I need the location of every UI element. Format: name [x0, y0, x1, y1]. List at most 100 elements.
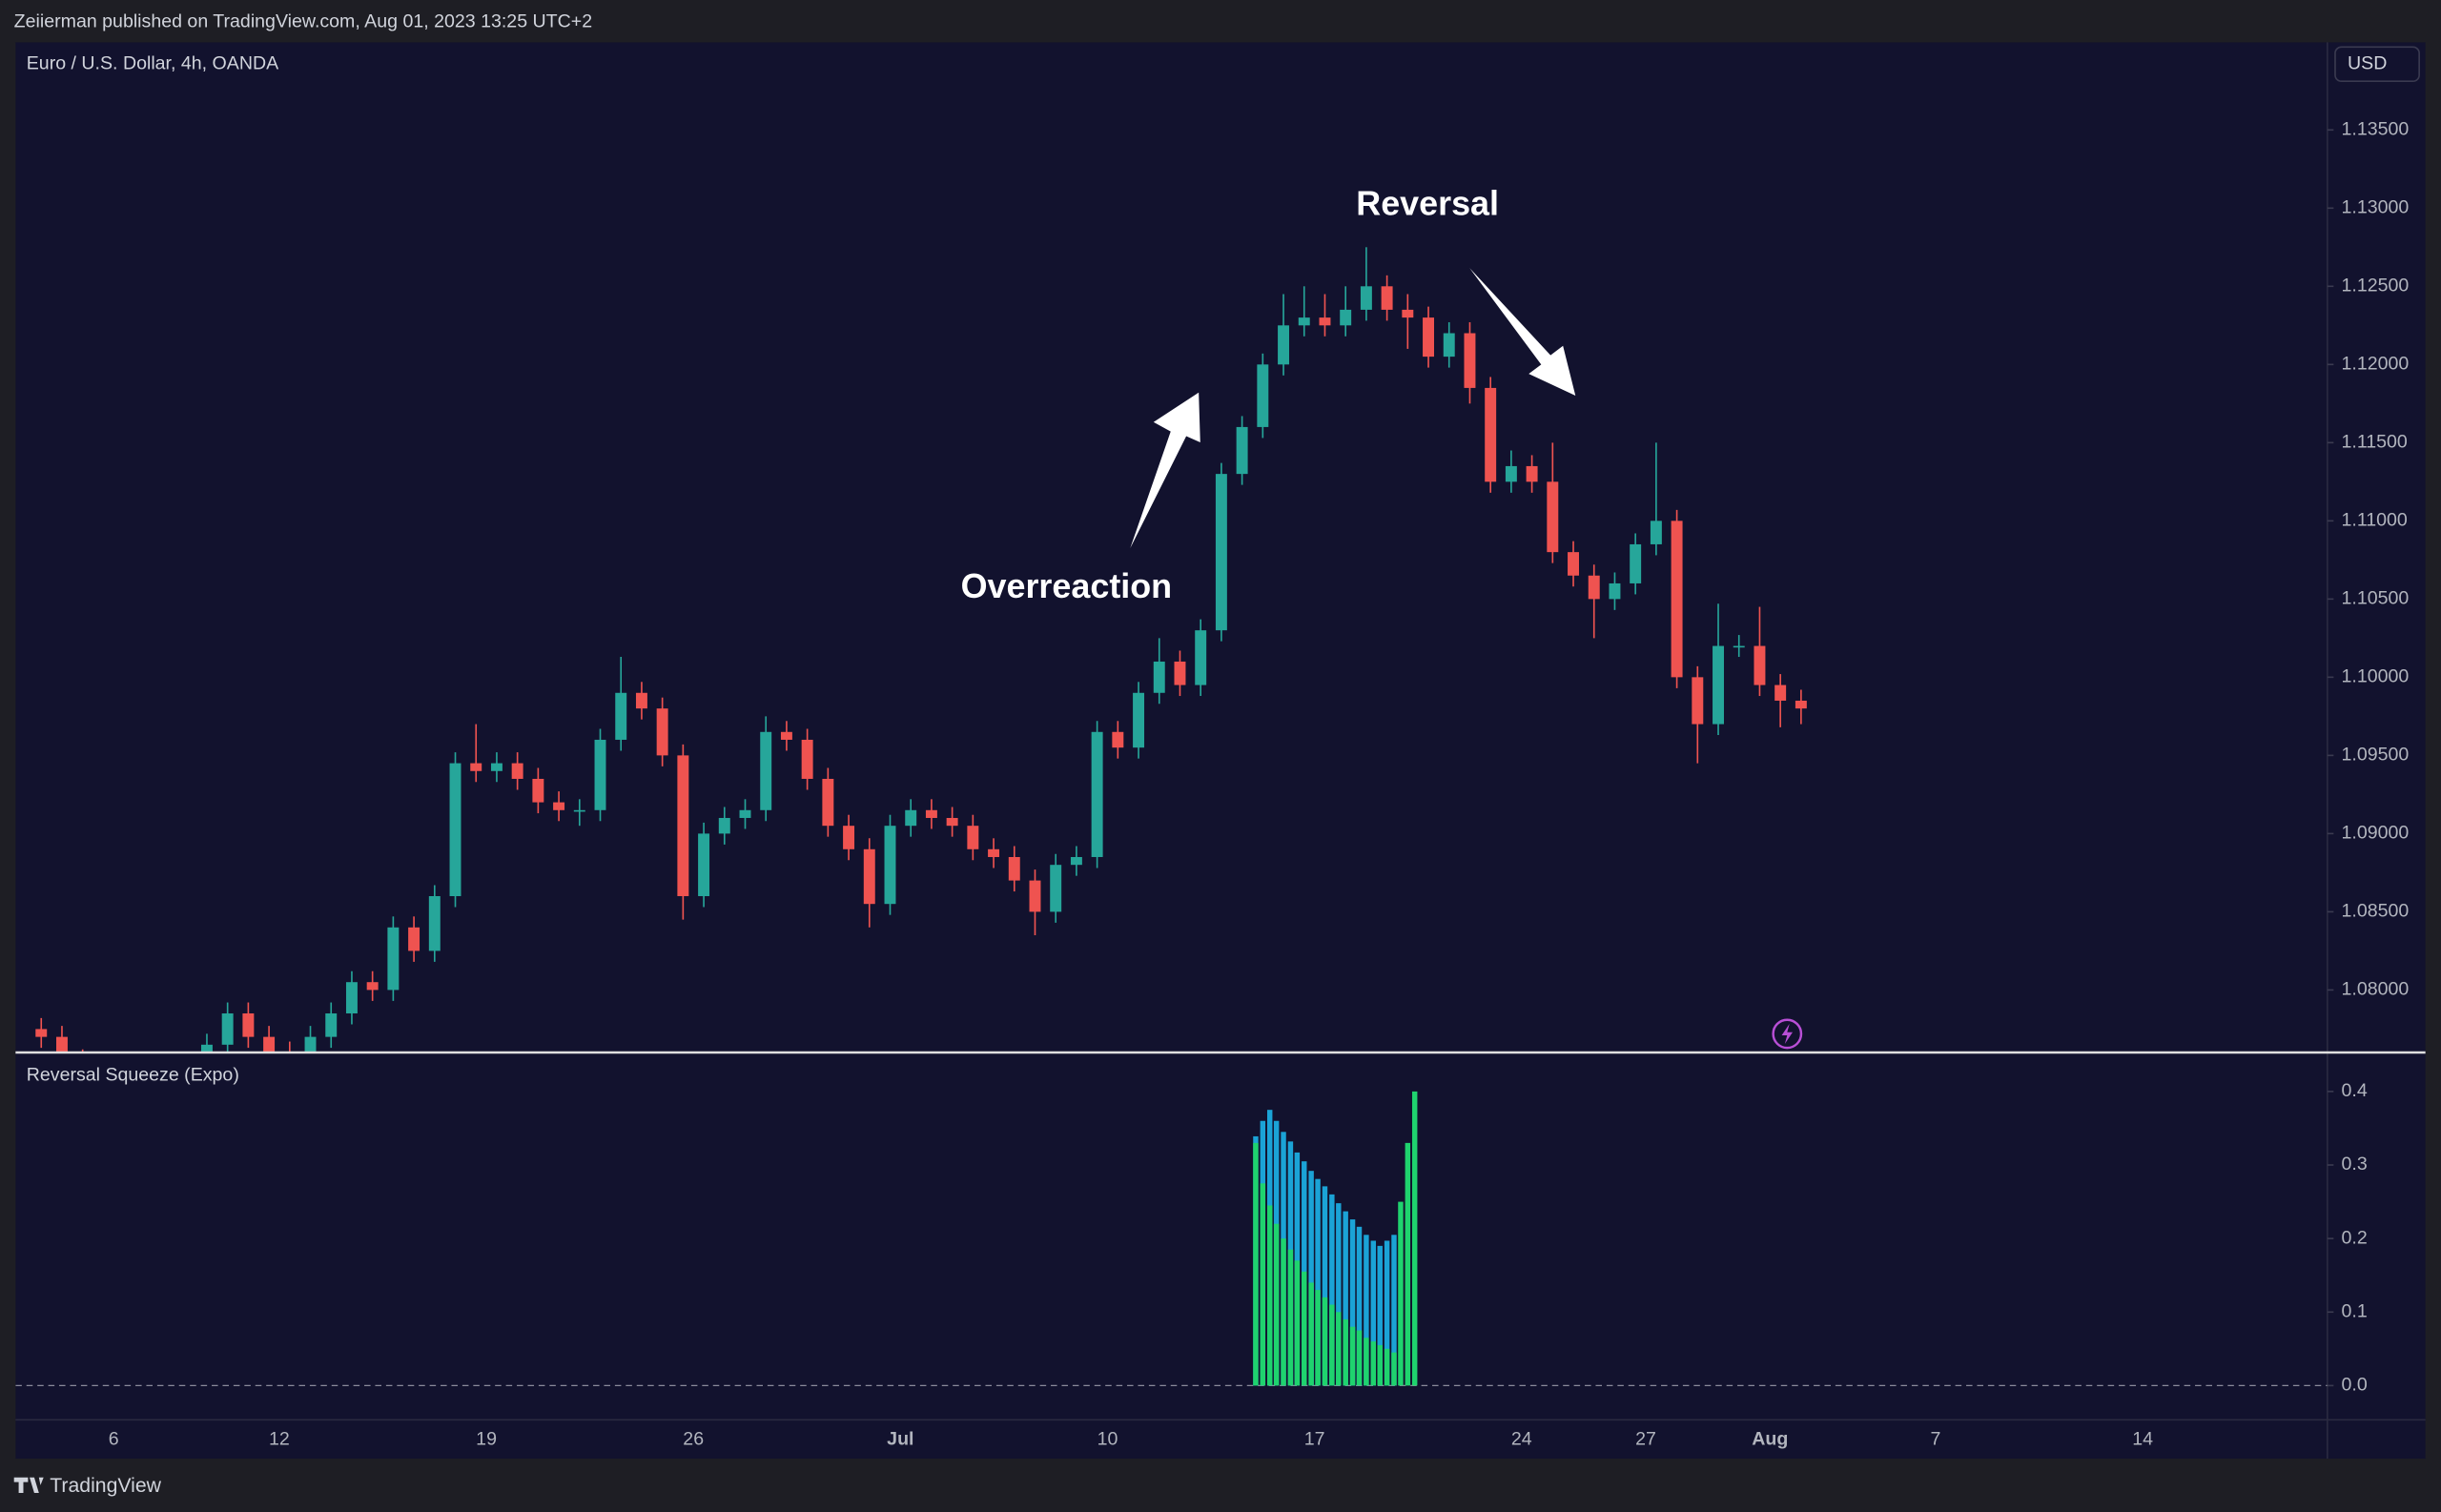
indicator-bar	[1349, 1219, 1356, 1386]
candle-body	[1236, 426, 1248, 475]
y-tick-label: 1.10500	[2342, 588, 2410, 609]
x-tick-label: 27	[1635, 1429, 1656, 1450]
y-tick-label: 1.09500	[2342, 745, 2410, 766]
candle-body	[843, 826, 855, 849]
candle-body	[1257, 364, 1269, 427]
x-tick-label: 10	[1097, 1429, 1118, 1450]
candle-body	[304, 1036, 317, 1053]
candle-body	[1091, 731, 1103, 857]
indicator-bar	[1302, 1271, 1307, 1386]
candle-body	[1174, 661, 1186, 685]
candle-body	[325, 1013, 338, 1037]
candle-body	[698, 833, 710, 896]
candle-body	[242, 1013, 255, 1037]
indicator-panel	[15, 1091, 2328, 1387]
indicator-bar	[1411, 1091, 1418, 1386]
symbol-title: Euro / U.S. Dollar, 4h, OANDA	[27, 52, 279, 73]
x-tick-label: 12	[269, 1429, 290, 1450]
publish-header: Zeiierman published on TradingView.com, …	[14, 10, 592, 31]
candle-body	[1381, 286, 1393, 310]
candle-body	[366, 982, 379, 991]
indicator-bar	[1391, 1235, 1397, 1386]
candle-body	[221, 1013, 234, 1045]
candle-body	[1774, 684, 1787, 701]
candle-body	[946, 817, 958, 827]
indicator-bar	[1349, 1326, 1356, 1386]
y-tick-label: 1.08000	[2342, 979, 2410, 1000]
y-tick-label: 0.4	[2342, 1080, 2368, 1101]
indicator-bar	[1336, 1312, 1342, 1386]
candle-body	[780, 731, 792, 740]
candle-body	[387, 927, 400, 991]
x-tick-label: Jul	[887, 1429, 913, 1450]
candle-body	[863, 848, 875, 905]
candle-body	[1340, 309, 1352, 326]
indicator-title: Reversal Squeeze (Expo)	[27, 1065, 239, 1086]
indicator-bar	[1322, 1297, 1328, 1386]
y-tick-label: 1.11500	[2342, 432, 2408, 453]
y-tick-label: 1.13500	[2342, 118, 2410, 139]
y-tick-label: 0.0	[2342, 1375, 2368, 1396]
indicator-bar	[1260, 1183, 1266, 1386]
indicator-bar	[1364, 1338, 1369, 1386]
indicator-bar	[1266, 1205, 1273, 1386]
candle-body	[1671, 521, 1683, 678]
indicator-bar	[1391, 1352, 1397, 1386]
candle-body	[760, 731, 772, 810]
indicator-bar	[1370, 1240, 1376, 1386]
annotation: Overreaction	[961, 566, 1173, 605]
alert-icon[interactable]	[1772, 1018, 1803, 1050]
x-tick-label: Aug	[1752, 1429, 1788, 1450]
candle-body	[1423, 317, 1435, 358]
x-tick-label: 6	[109, 1429, 119, 1450]
indicator-bar	[1287, 1249, 1294, 1386]
candle-body	[1568, 552, 1579, 576]
candle-body	[677, 755, 689, 896]
candle-body	[1050, 865, 1062, 912]
indicator-bar	[1356, 1226, 1363, 1386]
candle-body	[615, 692, 627, 740]
currency-button[interactable]	[2334, 46, 2420, 83]
candle-body	[1713, 645, 1724, 725]
candle-body	[553, 802, 565, 810]
candle-body	[1133, 692, 1145, 748]
indicator-bar	[1315, 1290, 1321, 1386]
indicator-bar	[1294, 1260, 1301, 1386]
indicator-bar	[1329, 1304, 1335, 1386]
candle-body	[263, 1036, 276, 1053]
price-panel	[35, 247, 1807, 1053]
candle-body	[1112, 731, 1124, 748]
candle-body	[1733, 645, 1745, 648]
candle-body	[55, 1036, 68, 1053]
y-tick-label: 1.13000	[2342, 196, 2410, 217]
candle-body	[988, 848, 1000, 857]
indicator-bar	[1336, 1203, 1342, 1386]
candle-body	[1029, 880, 1041, 912]
candle-body	[408, 927, 421, 951]
candle-body	[1650, 521, 1662, 544]
currency-label[interactable]: USD	[2348, 52, 2387, 73]
indicator-bar	[1398, 1201, 1404, 1386]
y-tick-label: 1.08500	[2342, 901, 2410, 922]
candle-body	[428, 895, 441, 951]
indicator-bar	[1308, 1171, 1314, 1386]
candle-body	[35, 1029, 48, 1037]
candle-body	[200, 1044, 213, 1053]
indicator-bar	[1329, 1194, 1335, 1386]
y-tick-label: 1.11000	[2342, 510, 2408, 531]
candle-body	[1505, 465, 1517, 482]
candle-body	[490, 763, 503, 771]
indicator-bar	[1377, 1245, 1383, 1386]
indicator-bar	[1315, 1178, 1321, 1386]
y-tick-label: 1.09000	[2342, 823, 2410, 844]
candle-body	[718, 817, 730, 834]
candle-body	[1795, 700, 1807, 709]
indicator-bar	[1370, 1341, 1376, 1386]
candle-body	[573, 809, 585, 812]
candle-body	[1754, 645, 1766, 685]
x-tick-label: 24	[1511, 1429, 1532, 1450]
y-tick-label: 1.10000	[2342, 666, 2410, 687]
indicator-bar	[1343, 1318, 1348, 1386]
candle-body	[532, 778, 544, 803]
